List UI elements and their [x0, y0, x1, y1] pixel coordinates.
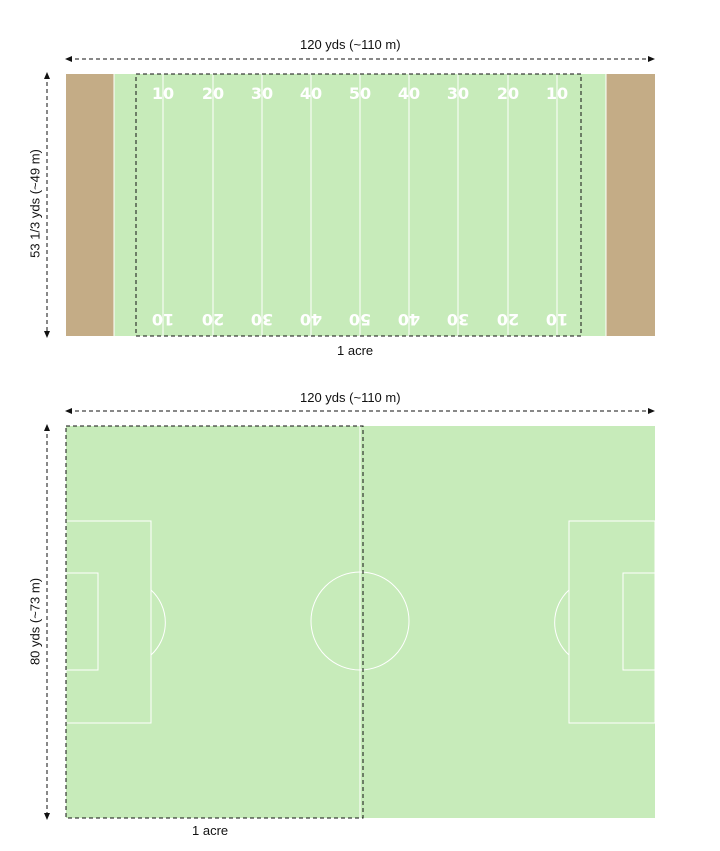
soccer-acre-label: 1 acre	[192, 823, 228, 838]
football-endzone-left	[66, 74, 114, 336]
yard-number-bottom-6: 40	[398, 310, 420, 329]
yard-number-bottom-2: 20	[202, 310, 224, 329]
yard-number-bottom-1: 10	[152, 310, 174, 329]
yard-number-bottom-8: 20	[497, 310, 519, 329]
yard-number-top-7: 30	[447, 84, 469, 103]
yard-number-top-4: 40	[300, 84, 322, 103]
football-bottom-numbers: 10 20 30 40 50 40 30 20 10	[152, 310, 568, 329]
yard-number-top-6: 40	[398, 84, 420, 103]
yard-number-top-3: 30	[251, 84, 273, 103]
football-top-numbers: 10 20 30 40 50 40 30 20 10	[152, 84, 568, 103]
yard-number-top-5: 50	[349, 84, 371, 103]
yard-number-bottom-9: 10	[546, 310, 568, 329]
yard-number-top-2: 20	[202, 84, 224, 103]
yard-number-bottom-5: 50	[349, 310, 371, 329]
yard-number-bottom-3: 30	[251, 310, 273, 329]
football-endzone-right	[606, 74, 655, 336]
yard-number-top-1: 10	[152, 84, 174, 103]
yard-number-top-9: 10	[546, 84, 568, 103]
football-acre-label: 1 acre	[337, 343, 373, 358]
yard-number-bottom-4: 40	[300, 310, 322, 329]
football-height-label: 53 1/3 yds (~49 m)	[28, 144, 43, 264]
yard-number-bottom-7: 30	[447, 310, 469, 329]
soccer-height-label: 80 yds (~73 m)	[28, 572, 43, 672]
yard-number-top-8: 20	[497, 84, 519, 103]
soccer-width-label: 120 yds (~110 m)	[300, 390, 401, 405]
